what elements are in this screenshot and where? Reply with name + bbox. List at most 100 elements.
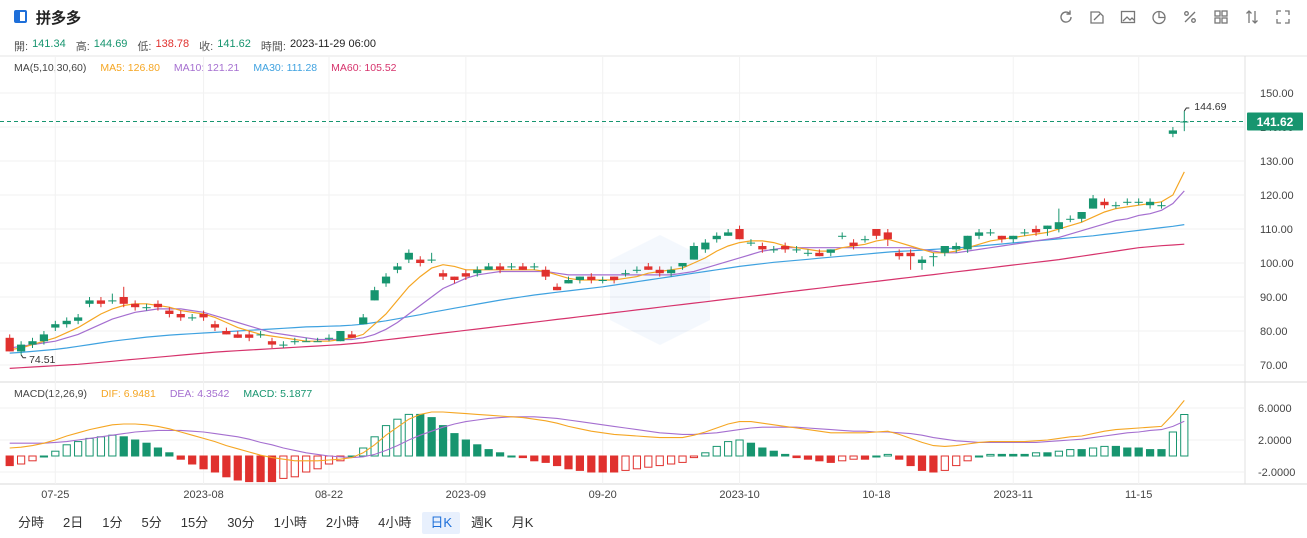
candle: [587, 273, 596, 284]
period-tab-6[interactable]: 1小時: [273, 515, 307, 530]
candle-body: [1043, 225, 1052, 229]
x-tick-label: 08-22: [315, 489, 343, 501]
macd-bar: [1043, 452, 1052, 457]
candle: [1077, 212, 1086, 223]
candle: [518, 263, 527, 270]
x-tick-label: 10-18: [862, 489, 890, 501]
candle-body: [245, 334, 254, 338]
ma10-legend: MA10: 121.21: [173, 62, 240, 74]
macd-bar: [256, 455, 265, 483]
ma30-legend: MA30: 111.28: [253, 62, 318, 74]
candle-body: [165, 310, 174, 314]
period-tab-11[interactable]: 月K: [511, 515, 534, 530]
candle: [324, 334, 334, 342]
macd-bar: [906, 455, 915, 467]
macd-bar: [1180, 413, 1189, 457]
period-tab-1[interactable]: 2日: [63, 515, 84, 530]
candle: [28, 337, 37, 348]
macd-bar: [974, 455, 984, 458]
macd-bar: [142, 442, 151, 457]
draw-icon[interactable]: [1086, 7, 1107, 27]
image-icon[interactable]: [1117, 7, 1138, 27]
candle: [302, 337, 311, 343]
open-label: 開:: [14, 41, 29, 53]
macd-bar: [1009, 453, 1018, 457]
candle-body: [1111, 205, 1120, 207]
candle-body: [655, 269, 664, 274]
refresh-icon[interactable]: [1055, 7, 1076, 27]
price-tick-label: 100.00: [1260, 258, 1294, 270]
candle-body: [678, 263, 687, 267]
candle: [313, 337, 322, 343]
sort-icon[interactable]: [1241, 7, 1262, 27]
candle: [1088, 195, 1098, 209]
candle: [17, 341, 26, 355]
macd-bar: [176, 455, 185, 460]
candle: [336, 331, 345, 342]
period-tab-2[interactable]: 1分: [102, 515, 123, 530]
candle-body: [1031, 229, 1041, 233]
price-tick-label: 130.00: [1260, 156, 1294, 168]
candle-body: [974, 232, 984, 236]
period-tab-4[interactable]: 15分: [180, 515, 209, 530]
period-tab-9[interactable]: 日K: [422, 512, 461, 534]
macd-bar: [245, 455, 254, 483]
candle-body: [290, 341, 299, 343]
macd-bar: [450, 433, 459, 457]
period-tab-0[interactable]: 分時: [18, 515, 45, 530]
candle: [1145, 198, 1155, 209]
candle-body: [5, 337, 14, 352]
candle: [1054, 208, 1063, 233]
candle: [279, 341, 288, 348]
period-tab-7[interactable]: 2小時: [325, 515, 360, 530]
macd-bar: [541, 455, 550, 463]
price-tick-label: 110.00: [1260, 224, 1293, 236]
macd-bar: [313, 455, 322, 470]
high-value: 144.69: [93, 38, 128, 50]
candle-body: [256, 334, 265, 336]
candle-body: [552, 286, 562, 291]
macd-bar: [1168, 431, 1177, 457]
candle: [712, 232, 721, 243]
macd-bar: [1145, 449, 1155, 457]
candle: [621, 269, 630, 277]
candle: [1009, 235, 1018, 243]
candle-body: [1009, 235, 1018, 240]
macd-bar: [1100, 445, 1109, 457]
candle-body: [153, 303, 163, 308]
period-tab-8[interactable]: 4小時: [378, 515, 412, 530]
candle-body: [917, 259, 927, 263]
macd-bar: [575, 455, 584, 471]
period-tab-10[interactable]: 週K: [471, 515, 493, 530]
candle: [1043, 225, 1052, 236]
period-tab-3[interactable]: 5分: [141, 515, 162, 530]
candle-body: [336, 331, 345, 342]
candle-body: [74, 317, 83, 321]
macd-bar: [96, 436, 106, 457]
macd-bar: [997, 453, 1006, 457]
pie-icon[interactable]: [1148, 7, 1169, 27]
period-tab-5[interactable]: 30分: [227, 515, 255, 530]
macd-bar: [267, 455, 277, 483]
x-tick-label: 2023-08: [183, 489, 223, 501]
stock-name: 拼多多: [36, 10, 82, 27]
candle-body: [1145, 201, 1155, 206]
fullscreen-icon[interactable]: [1272, 7, 1293, 27]
candle: [416, 256, 425, 267]
candle-body: [564, 280, 573, 284]
candle: [290, 337, 299, 345]
macd-bar: [963, 455, 972, 462]
macd-tick-label: 2.0000: [1258, 435, 1292, 447]
low-marker-label: 74.51: [29, 354, 55, 366]
grid-icon[interactable]: [1210, 7, 1231, 27]
candle: [370, 286, 379, 301]
candle: [347, 331, 356, 338]
candle-body: [883, 232, 892, 240]
candle-body: [963, 235, 972, 250]
price-tick-label: 70.00: [1260, 360, 1288, 372]
percent-icon[interactable]: [1179, 7, 1200, 27]
macd-bar: [724, 441, 733, 457]
macd-bar: [188, 455, 197, 465]
candle-body: [667, 269, 676, 274]
